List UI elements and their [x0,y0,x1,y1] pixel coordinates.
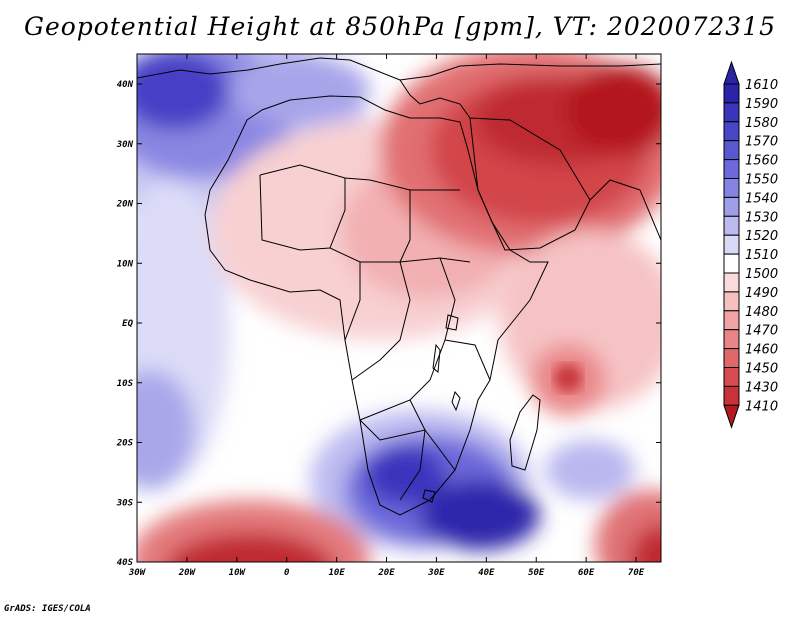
coastlines [137,57,661,516]
colorbar-label: 1520 [745,229,778,244]
lat-label: 30N [116,140,134,150]
colorbar-swatch [723,140,740,161]
colorbar-top-arrow [723,60,740,85]
colorbar-label: 1470 [745,324,778,339]
map-field [137,54,661,562]
colorbar-label: 1490 [745,286,778,301]
colorbar-swatch [723,329,740,350]
lat-label: 20S [116,439,134,449]
lon-label: 70E [628,568,645,578]
lat-label: EQ [122,319,133,329]
colorbar-swatch [723,348,740,369]
colorbar-swatch [723,272,740,293]
lon-label: 0 [284,568,290,578]
colorbar-swatch [723,291,740,312]
colorbar-label: 1610 [745,78,778,93]
lon-label: 20E [377,568,395,578]
colorbar-swatch [723,121,740,142]
colorbar-label: 1460 [745,343,778,358]
map-title: Geopotential Height at 850hPa [gpm], VT:… [23,12,777,41]
lat-label: 10S [117,379,134,389]
colorbar-bottom-arrow [723,404,740,429]
colorbar-label: 1540 [745,191,778,206]
colorbar-label: 1480 [745,305,778,320]
colorbar-label: 1560 [745,154,778,169]
lat-label: 20N [116,200,134,210]
colorbar-label: 1580 [745,116,778,131]
lon-label: 10W [229,568,247,578]
colorbar-label: 1590 [745,97,778,112]
colorbar-label: 1550 [745,173,778,188]
lon-label: 50E [528,568,545,578]
colorbar-label: 1450 [745,362,778,377]
axis-ticks: 30W 20W 10W 0 10E 20E 30E 40E 50E 60E 70E 40N 30N 20N… [116,54,661,578]
colorbar-label: 1500 [745,267,778,282]
lon-label: 30W [128,568,147,578]
colorbar-swatch [723,102,740,123]
colorbar-swatch [723,310,740,331]
lon-label: 40E [478,568,495,578]
colorbar-swatch [723,367,740,387]
lat-label: 40N [117,80,134,90]
colorbar-swatch [723,215,740,236]
colorbar-swatch [723,159,740,180]
colorbar-label: 1570 [745,135,778,150]
colorbar-swatch [723,385,740,406]
lon-label: 60E [578,568,595,578]
colorbar-swatch [723,196,740,217]
lat-label: 10N [117,259,134,269]
colorbar: 1610 1590 1580 1570 1560 1550 1540 1530 1520 1510… [723,60,778,429]
colorbar-label: 1430 [745,380,778,395]
lon-label: 10E [328,568,345,578]
lon-label: 20W [178,568,197,578]
lat-label: 40S [117,558,134,568]
colorbar-label: 1510 [745,248,778,263]
colorbar-swatch [723,178,740,198]
colorbar-swatch [723,83,740,104]
colorbar-label: 1530 [745,210,778,225]
credit-text: GrADS: IGES/COLA [4,604,91,614]
colorbar-label: 1410 [745,399,778,414]
colorbar-swatch [723,253,740,274]
colorbar-swatch [723,234,740,255]
map-frame [136,53,662,563]
lat-label: 30S [116,498,134,508]
lon-label: 30E [427,568,445,578]
